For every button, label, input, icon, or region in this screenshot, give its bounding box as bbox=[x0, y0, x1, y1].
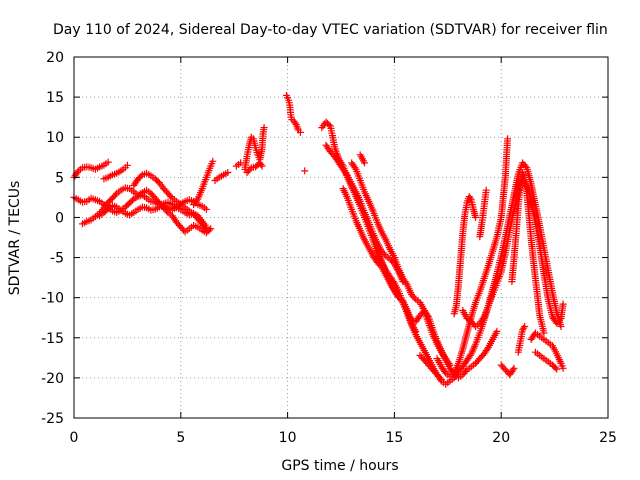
data-point-arc-20 bbox=[557, 323, 565, 330]
data-point-arc-6 bbox=[201, 225, 209, 233]
data-point-arc-25 bbox=[510, 364, 518, 372]
y-tick-label: -20 bbox=[41, 371, 64, 387]
data-point-arc-28 bbox=[553, 365, 561, 373]
data-point-arc-6 bbox=[202, 226, 210, 234]
data-point-arc-12 bbox=[296, 128, 304, 136]
data-point-arc-24 bbox=[556, 316, 564, 324]
axis-ticks: 0 5 10 15 20 25 -25 -20 -15 -10 -5 0 5 10 15 20 bbox=[41, 50, 617, 446]
data-point-arc-14 bbox=[325, 121, 333, 129]
data-point-arc-7 bbox=[209, 157, 217, 165]
y-tick-label: 0 bbox=[55, 210, 64, 226]
y-tick-label: -5 bbox=[50, 251, 64, 267]
y-axis-label: SDTVAR / TECUs bbox=[7, 181, 23, 296]
data-point-arc-5 bbox=[103, 206, 111, 214]
data-point-arc-19 bbox=[424, 311, 431, 319]
grid-lines bbox=[74, 57, 608, 418]
data-point-arc-29 bbox=[540, 329, 548, 337]
data-point-arc-26 bbox=[521, 323, 529, 330]
y-tick-label: 10 bbox=[46, 130, 64, 146]
data-point-arc-17 bbox=[402, 279, 410, 287]
x-tick-label: 25 bbox=[599, 430, 617, 446]
y-tick-label: 15 bbox=[46, 90, 64, 106]
data-point-arc-10 bbox=[260, 124, 268, 132]
data-point-arc-3 bbox=[111, 191, 119, 199]
data-point-arc-4 bbox=[123, 161, 131, 169]
data-point-arc-6 bbox=[167, 193, 175, 201]
chart-title: Day 110 of 2024, Sidereal Day-to-day VTE… bbox=[53, 22, 608, 38]
data-points bbox=[70, 92, 567, 388]
data-point-arc-20 bbox=[436, 376, 444, 383]
data-point-arc-24 bbox=[559, 300, 567, 308]
data-point-arc-27 bbox=[559, 364, 567, 372]
data-point-arc-19 bbox=[462, 368, 470, 375]
y-tick-label: 20 bbox=[46, 50, 64, 66]
x-tick-label: 10 bbox=[279, 430, 297, 446]
y-tick-label: 5 bbox=[55, 170, 64, 186]
data-point-arc-8 bbox=[224, 169, 232, 176]
y-tick-label: -10 bbox=[41, 291, 64, 307]
data-point-arc-15 bbox=[380, 250, 388, 258]
data-point-arc-11 bbox=[258, 162, 266, 170]
y-tick-label: -15 bbox=[41, 331, 64, 347]
data-point-arc-17 bbox=[351, 164, 359, 172]
data-point-arc-19 bbox=[493, 327, 501, 335]
data-point-arc-13 bbox=[301, 167, 309, 175]
data-point-arc-22 bbox=[466, 194, 474, 202]
x-axis-label: GPS time / hours bbox=[281, 458, 398, 474]
data-point-arc-18 bbox=[361, 159, 368, 167]
data-point-arc-26 bbox=[520, 324, 528, 332]
data-point-arc-11 bbox=[257, 161, 265, 168]
x-tick-label: 20 bbox=[492, 430, 510, 446]
data-point-arc-21 bbox=[441, 368, 449, 375]
data-point-arc-1 bbox=[104, 158, 112, 166]
data-point-arc-28 bbox=[551, 364, 559, 372]
x-tick-label: 5 bbox=[176, 430, 185, 446]
plot-frame bbox=[73, 56, 609, 419]
data-point-arc-24 bbox=[479, 315, 487, 322]
data-point-arc-19 bbox=[483, 345, 491, 353]
data-point-arc-5 bbox=[202, 205, 210, 213]
data-point-arc-17 bbox=[410, 294, 418, 302]
y-tick-label: -25 bbox=[41, 411, 64, 427]
data-point-arc-15 bbox=[342, 170, 350, 178]
data-point-arc-1 bbox=[73, 169, 81, 176]
data-point-arc-23 bbox=[482, 186, 490, 194]
data-point-arc-22 bbox=[472, 213, 480, 221]
data-point-arc-25 bbox=[509, 366, 517, 374]
data-point-arc-6 bbox=[137, 172, 145, 180]
data-point-arc-20 bbox=[521, 162, 529, 170]
x-tick-label: 15 bbox=[385, 430, 403, 446]
data-point-arc-21 bbox=[504, 135, 512, 143]
x-tick-label: 0 bbox=[70, 430, 79, 446]
data-point-arc-16 bbox=[412, 327, 420, 335]
data-point-arc-19 bbox=[394, 292, 402, 300]
